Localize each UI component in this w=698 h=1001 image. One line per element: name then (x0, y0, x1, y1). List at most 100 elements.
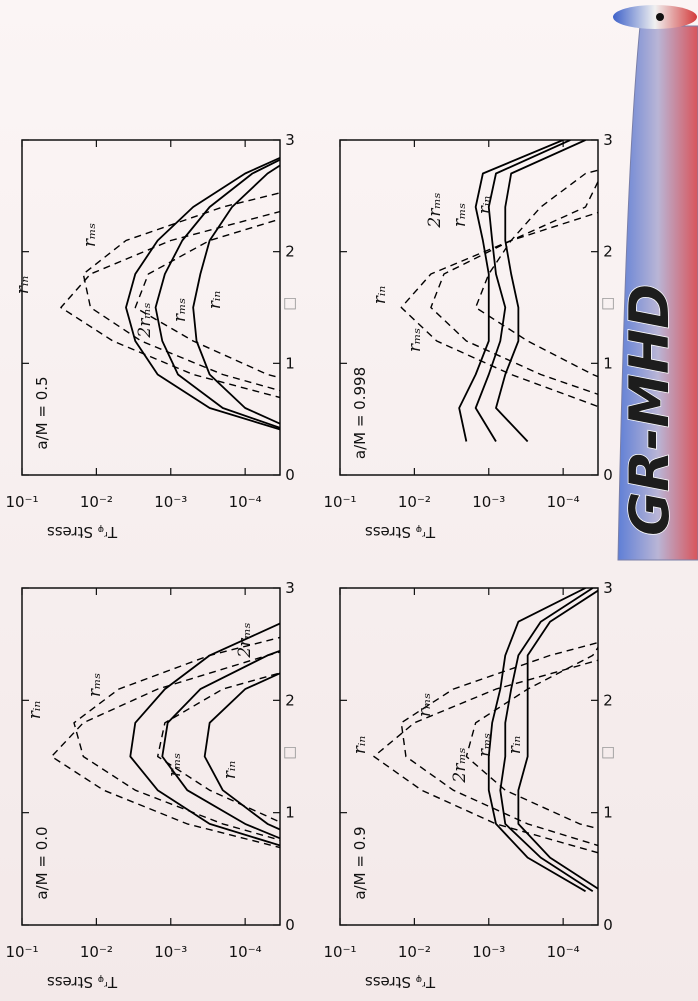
solid-curve (517, 589, 598, 890)
dashed-curve (60, 210, 280, 399)
dashed-curve (134, 218, 280, 379)
panel: 10⁻¹ 10⁻² 10⁻³ 10⁻⁴ 0 1 2 3 □ Tʳᵩ Stress a/M = 0.5… (5, 131, 297, 541)
x-axis-label: □ (283, 294, 297, 312)
solid-curve (161, 649, 280, 840)
solid-curve (495, 140, 586, 443)
y-tick-label: 10⁻² (398, 943, 431, 961)
x-tick-label: 0 (285, 466, 295, 484)
solid-curve (125, 156, 280, 431)
plot-frame (339, 139, 599, 476)
y-tick-label: 10⁻¹ (323, 493, 356, 511)
y-axis-label: Tʳᵩ Stress (365, 523, 436, 541)
x-tick-label: 0 (603, 466, 613, 484)
annotation: rᵢₙ (205, 291, 225, 310)
jet-funnel (617, 25, 698, 561)
caption: GR-MHD (618, 284, 681, 536)
y-axis-label: Tʳᵩ Stress (365, 973, 436, 991)
panel: 10⁻¹ 10⁻² 10⁻³ 10⁻⁴ 0 1 2 3 □ Tʳᵩ Stress a/M = 0.9… (323, 131, 615, 541)
dashed-curve (474, 169, 598, 378)
curves (373, 588, 598, 893)
dashed-curve (82, 192, 280, 392)
x-tick-label: 2 (603, 691, 613, 709)
x-axis-label: □ (283, 743, 297, 761)
x-tick-label: 1 (603, 804, 613, 822)
curves (60, 156, 280, 431)
annotation: rᵢₙ (13, 276, 33, 295)
plot-frame (21, 587, 281, 926)
annotation: rᵢₙ (370, 286, 390, 305)
x-tick-label: 2 (285, 691, 295, 709)
annotation: rᵢₙ (350, 736, 370, 755)
annotation: rᵢₙ (475, 196, 495, 215)
panel-title: a/M = 0.9 (351, 826, 369, 899)
x-tick-label: 0 (603, 916, 613, 934)
panel-title: a/M = 0.0 (33, 826, 51, 899)
y-axis-label: Tʳᵩ Stress (47, 973, 118, 991)
y-tick-label: 10⁻³ (472, 943, 505, 961)
dashed-curve (400, 641, 598, 847)
dashed-curve (430, 180, 598, 396)
annotation: rₘₛ (85, 673, 105, 698)
annotation: rᵢₙ (25, 701, 45, 720)
annotation: 2rₘₛ (235, 622, 255, 658)
y-tick-label: 10⁻¹ (5, 493, 38, 511)
annotation: 2rₘₛ (425, 192, 445, 228)
panel: 10⁻¹ 10⁻² 10⁻³ 10⁻⁴ 0 1 2 3 □ Tʳᵩ Stress a/M = 0.9… (323, 579, 615, 991)
solid-curve (499, 588, 594, 893)
x-tick-label: 3 (603, 131, 613, 149)
y-axis-label: Tʳᵩ Stress (47, 523, 118, 541)
annotation: rᵢₙ (220, 761, 240, 780)
x-axis-label: □ (601, 294, 615, 312)
panel-title: a/M = 0.5 (33, 376, 51, 449)
y-tick-label: 10⁻⁴ (229, 943, 262, 961)
x-tick-label: 1 (285, 354, 295, 372)
curves (50, 622, 280, 849)
solid-curve (154, 158, 280, 429)
annotation: 2rₘₛ (450, 747, 470, 783)
y-tick-label: 10⁻² (398, 493, 431, 511)
x-axis-label: □ (601, 743, 615, 761)
curves (400, 140, 598, 443)
solid-curve (129, 622, 280, 847)
solid-curve (192, 164, 280, 425)
annotation: rₘₛ (405, 328, 425, 353)
dashed-curve (400, 211, 598, 408)
disk (613, 5, 697, 29)
jet-illustration (613, 5, 698, 561)
annotation: rₘₛ (165, 753, 185, 778)
y-tick-label: 10⁻⁴ (547, 943, 580, 961)
annotation: 2rₘₛ (135, 302, 155, 338)
y-tick-label: 10⁻⁴ (547, 493, 580, 511)
black-hole (656, 13, 664, 21)
annotation: rᵢₙ (505, 736, 525, 755)
x-tick-label: 1 (285, 804, 295, 822)
annotation: rₘₛ (415, 693, 435, 718)
y-tick-label: 10⁻¹ (5, 943, 38, 961)
y-tick-label: 10⁻² (80, 943, 113, 961)
y-tick-label: 10⁻³ (472, 493, 505, 511)
y-tick-label: 10⁻¹ (323, 943, 356, 961)
plot-frame (21, 139, 281, 476)
annotation: rₘₛ (450, 203, 470, 228)
solid-curve (474, 140, 571, 442)
plot-frame (339, 587, 599, 926)
x-tick-label: 3 (285, 131, 295, 149)
y-tick-label: 10⁻³ (154, 493, 187, 511)
solid-curve (487, 588, 586, 893)
x-tick-label: 3 (603, 579, 613, 597)
x-tick-label: 1 (603, 354, 613, 372)
x-tick-label: 2 (285, 243, 295, 261)
y-tick-label: 10⁻² (80, 493, 113, 511)
annotation: rₘₛ (170, 298, 190, 323)
y-tick-label: 10⁻⁴ (229, 493, 262, 511)
dashed-curve (50, 651, 280, 849)
x-tick-label: 3 (285, 579, 295, 597)
x-tick-label: 0 (285, 916, 295, 934)
solid-curve (458, 140, 564, 442)
annotation: rₘₛ (475, 733, 495, 758)
x-tick-label: 2 (603, 243, 613, 261)
panel: 10⁻¹ 10⁻² 10⁻³ 10⁻⁴ 0 1 2 3 □ Tʳᵩ Stress a/M = 0.0… (5, 579, 297, 991)
